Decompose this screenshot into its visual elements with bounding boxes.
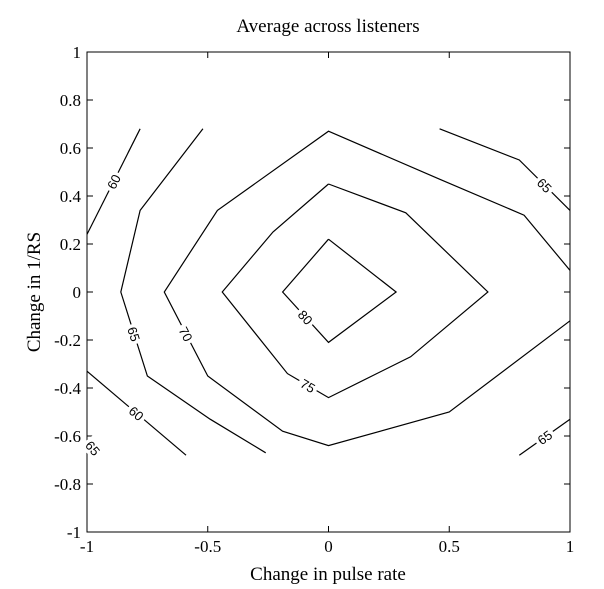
label-bg (123, 322, 145, 346)
y-tick-label: -0.6 (54, 427, 81, 446)
contour-label: 60 (104, 172, 124, 192)
y-tick-label: -1 (67, 523, 81, 542)
contour-line (120, 128, 267, 454)
contour-line (281, 238, 398, 344)
contour-line (221, 183, 489, 399)
contour-label: 65 (82, 438, 103, 459)
label-bg (531, 172, 558, 198)
y-tick-label: -0.4 (54, 379, 81, 398)
x-tick-label: 0 (324, 537, 333, 556)
y-tick-label: 0.6 (60, 139, 81, 158)
plot-frame (86, 51, 571, 533)
label-bg (292, 304, 319, 330)
y-tick-label: -0.2 (54, 331, 81, 350)
label-bg (123, 400, 150, 426)
y-tick-label: 0.8 (60, 91, 81, 110)
x-tick-label: 0.5 (439, 537, 460, 556)
label-bg (531, 424, 558, 450)
y-tick-label: 1 (73, 43, 82, 62)
y-tick-label: 0 (73, 283, 82, 302)
contour-label: 70 (176, 324, 196, 344)
x-axis-label: Change in pulse rate (250, 564, 406, 585)
contour-label: 65 (124, 325, 143, 343)
y-tick-label: -0.8 (54, 475, 81, 494)
x-tick-label: -0.5 (194, 537, 221, 556)
y-axis-label: Change in 1/RS (24, 232, 45, 352)
label-bg (101, 169, 126, 195)
label-bg (80, 435, 106, 461)
chart-title: Average across listeners (236, 16, 419, 37)
contour-line (439, 128, 571, 211)
y-tick-label: 0.2 (60, 235, 81, 254)
y-tick-label: 0.4 (60, 187, 82, 206)
label-bg (174, 321, 198, 347)
contour-label: 65 (535, 427, 555, 448)
contour-line (163, 130, 571, 447)
contour-label: 75 (298, 376, 318, 396)
x-tick-label: 1 (566, 537, 575, 556)
x-tick-label: -1 (80, 537, 94, 556)
label-bg (295, 373, 321, 398)
